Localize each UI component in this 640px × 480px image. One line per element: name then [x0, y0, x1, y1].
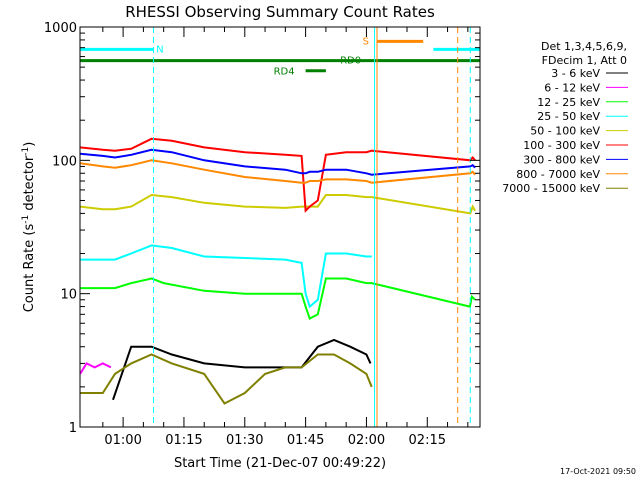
y-tick-label-0: 1 [69, 421, 77, 436]
series-line-2 [80, 277, 476, 321]
legend-label-5: 100 - 300 keV [523, 139, 600, 152]
flag-label-rd0: RD0 [340, 56, 361, 67]
flag-label-s: S [363, 36, 369, 47]
x-tick-label-1: 01:15 [165, 433, 202, 448]
legend: Det 1,3,4,5,6,9,FDecim 1, Att 03 - 6 keV… [502, 40, 628, 195]
legend-header-1: FDecim 1, Att 0 [542, 54, 627, 67]
x-tick-label-2: 01:30 [226, 433, 263, 448]
x-tick-label-0: 01:00 [104, 433, 141, 448]
series-line-8 [80, 353, 373, 405]
flag-label-rd4: RD4 [274, 67, 295, 78]
series-line-5 [79, 137, 476, 213]
y-tick-label-1: 10 [60, 288, 77, 303]
legend-label-2: 12 - 25 keV [537, 96, 600, 109]
legend-label-4: 50 - 100 keV [530, 125, 600, 138]
y-axis-label-main: Count Rate (s [22, 224, 37, 313]
legend-label-8: 7000 - 15000 keV [502, 182, 600, 195]
legend-label-6: 300 - 800 keV [523, 153, 600, 166]
y-axis-label-sup2: -1 [21, 147, 31, 156]
x-tick-label-5: 02:15 [409, 433, 446, 448]
y-axis: 1 10 100 1000 [44, 21, 480, 436]
series-line-3 [80, 244, 372, 309]
y-tick-label-3: 1000 [44, 21, 77, 36]
y-tick-label-2: 100 [52, 154, 77, 169]
y-axis-label: Count Rate (s-1 detector-1) [21, 142, 37, 313]
y-axis-label-sup1: -1 [21, 215, 31, 224]
x-axis: 01:00 01:15 01:30 01:45 02:00 02:15 [102, 27, 469, 448]
legend-label-3: 25 - 50 keV [537, 110, 600, 123]
legend-header-0: Det 1,3,4,5,6,9, [541, 40, 627, 53]
x-axis-label: Start Time (21-Dec-07 00:49:22) [174, 456, 386, 471]
series-line-1 [79, 362, 112, 375]
y-axis-label-end: ) [22, 142, 37, 147]
vline-layer [153, 27, 471, 427]
x-tick-label-3: 01:45 [287, 433, 324, 448]
x-tick-label-4: 02:00 [348, 433, 385, 448]
series-line-7 [79, 159, 476, 184]
y-axis-label-mid: detector [22, 155, 37, 215]
series-layer [79, 137, 476, 405]
legend-label-0: 3 - 6 keV [551, 67, 600, 80]
timestamp: 17-Oct-2021 09:50 [560, 467, 636, 476]
plot-frame [79, 26, 481, 428]
legend-label-7: 800 - 7000 keV [516, 168, 600, 181]
series-line-6 [80, 148, 476, 176]
legend-label-1: 6 - 12 keV [544, 81, 600, 94]
flag-label-n: N [156, 44, 163, 55]
chart-title: RHESSI Observing Summary Count Rates [125, 3, 435, 21]
series-line-4 [79, 193, 476, 215]
series-line-0 [112, 338, 372, 401]
